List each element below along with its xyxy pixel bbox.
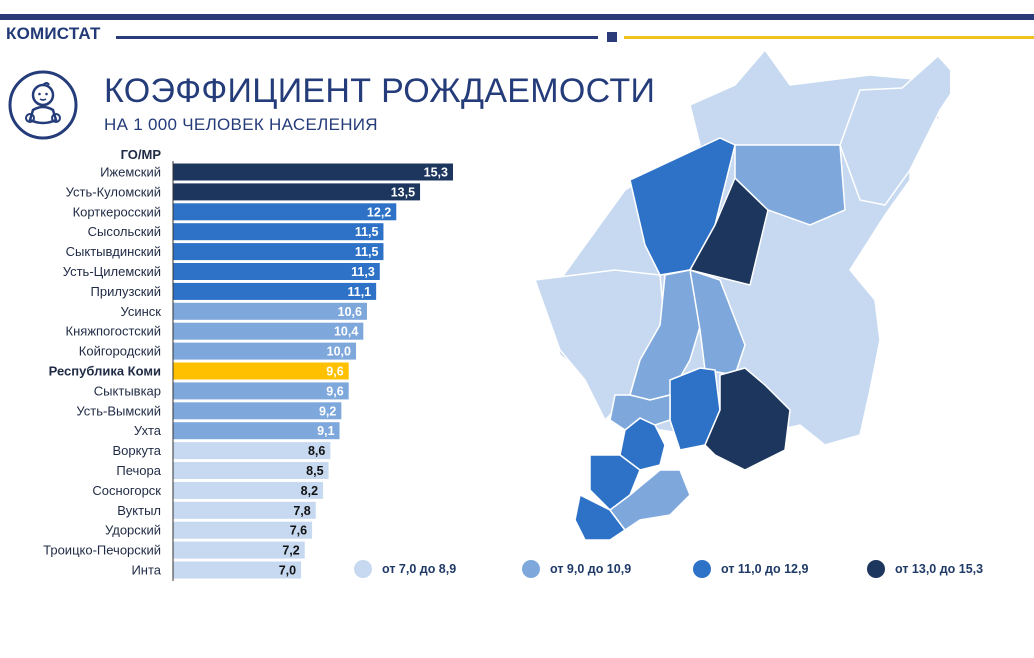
- bar: [173, 183, 421, 201]
- map-region: [839, 54, 950, 206]
- value-label: 9,2: [319, 404, 336, 418]
- bar: [173, 382, 349, 400]
- value-label: 8,5: [306, 464, 323, 478]
- category-label: Усть-Цилемский: [63, 264, 161, 279]
- value-label: 15,3: [424, 166, 448, 180]
- value-label: 7,8: [293, 504, 310, 518]
- category-label: Койгородский: [79, 344, 161, 359]
- bar: [173, 263, 380, 280]
- value-label: 10,6: [338, 305, 362, 319]
- value-label: 10,0: [327, 345, 351, 359]
- legend-label: от 9,0 до 10,9: [550, 562, 632, 576]
- bar: [173, 163, 453, 181]
- map-region: [704, 367, 791, 471]
- category-label: Прилузский: [91, 284, 161, 299]
- category-label: Инта: [131, 563, 161, 578]
- category-label: Сыктывкар: [94, 383, 161, 398]
- category-label: Троицко-Печорский: [43, 543, 161, 558]
- region-map: [533, 50, 950, 540]
- value-label: 11,5: [355, 245, 379, 259]
- legend-item-2: от 9,0 до 10,9: [522, 560, 631, 578]
- category-label: Корткеросский: [73, 204, 161, 219]
- bar: [173, 481, 324, 499]
- top-band: [0, 14, 1034, 20]
- value-label: 9,1: [317, 424, 334, 438]
- bar: [173, 462, 329, 479]
- category-label: Ижемский: [100, 165, 161, 180]
- category-label: Печора: [116, 463, 161, 478]
- category-label: Усть-Вымский: [76, 403, 161, 418]
- bar: [173, 521, 313, 539]
- legend-item-4: от 13,0 до 15,3: [867, 560, 983, 578]
- legend-swatch: [522, 560, 540, 578]
- bar: [173, 541, 305, 559]
- bar: [173, 561, 302, 579]
- legend-item-1: от 7,0 до 8,9: [354, 560, 456, 578]
- value-label: 8,6: [308, 444, 325, 458]
- value-label: 9,6: [326, 384, 343, 398]
- baby-icon: [8, 70, 78, 140]
- value-label: 13,5: [391, 185, 415, 199]
- bar-chart: ГО/МР Ижемский 15,3 Усть-Куломский 13,5 Кортк…: [43, 147, 453, 581]
- value-label: 7,6: [290, 524, 307, 538]
- legend-label: от 13,0 до 15,3: [895, 562, 984, 576]
- legend-swatch: [867, 560, 885, 578]
- category-label: Республика Коми: [49, 364, 161, 379]
- category-label: Сыктывдинский: [66, 244, 161, 259]
- brand-name: КОМИСТАТ: [6, 24, 101, 43]
- page-title: КОЭФФИЦИЕНТ РОЖДАЕМОСТИ: [104, 72, 656, 110]
- value-label: 11,3: [351, 265, 375, 279]
- map-region: [608, 469, 691, 532]
- bar: [173, 442, 331, 460]
- category-label: Усть-Куломский: [66, 184, 161, 199]
- header-rule-gold: [624, 36, 1034, 39]
- legend-swatch: [693, 560, 711, 578]
- category-label: Усинск: [120, 304, 161, 319]
- bar: [173, 223, 384, 241]
- value-label: 11,5: [355, 225, 379, 239]
- value-label: 8,2: [301, 484, 318, 498]
- value-label: 11,1: [347, 285, 371, 299]
- value-label: 10,4: [334, 325, 358, 339]
- value-label: 12,2: [367, 205, 391, 219]
- legend-label: от 11,0 до 12,9: [721, 562, 809, 576]
- bar: [173, 342, 357, 360]
- category-label: Сысольский: [88, 224, 161, 239]
- bar: [173, 203, 397, 221]
- category-label: Воркута: [112, 443, 161, 458]
- map-region: [734, 144, 846, 226]
- category-label: Княжпогостский: [66, 324, 161, 339]
- bar: [173, 282, 377, 300]
- header-rule-blue: [116, 36, 598, 39]
- value-label: 9,6: [326, 365, 343, 379]
- legend-item-3: от 11,0 до 12,9: [693, 560, 808, 578]
- category-label: Вуктыл: [117, 503, 161, 518]
- bar: [173, 302, 367, 320]
- bar: [173, 362, 349, 380]
- category-label: Удорский: [105, 523, 161, 538]
- bar: [173, 501, 316, 519]
- map-region: [609, 394, 671, 431]
- map-region: [688, 176, 769, 286]
- category-label: Сосногорск: [92, 483, 161, 498]
- legend-swatch: [354, 560, 372, 578]
- category-label: Ухта: [134, 423, 162, 438]
- bar: [173, 243, 384, 261]
- value-label: 7,0: [279, 564, 296, 578]
- chart-header: ГО/МР: [121, 147, 162, 162]
- legend-label: от 7,0 до 8,9: [382, 562, 457, 576]
- bar: [173, 402, 342, 420]
- page-subtitle: НА 1 000 ЧЕЛОВЕК НАСЕЛЕНИЯ: [104, 115, 378, 134]
- value-label: 7,2: [282, 544, 299, 558]
- bar: [173, 422, 340, 440]
- header-rule-square: [607, 32, 617, 42]
- bar: [173, 322, 364, 340]
